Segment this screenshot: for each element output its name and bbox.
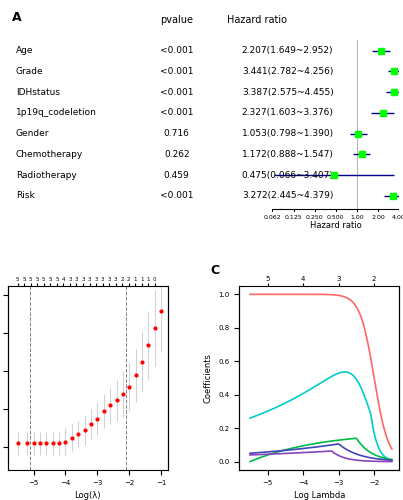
Text: pvalue: pvalue bbox=[160, 14, 193, 24]
Text: 0.125: 0.125 bbox=[285, 214, 303, 220]
Text: <0.001: <0.001 bbox=[160, 192, 193, 200]
Text: 0.459: 0.459 bbox=[164, 170, 189, 179]
Text: Risk: Risk bbox=[16, 192, 35, 200]
Text: Radiotherapy: Radiotherapy bbox=[16, 170, 77, 179]
Text: <0.001: <0.001 bbox=[160, 88, 193, 96]
Text: A: A bbox=[12, 11, 21, 24]
X-axis label: Log Lambda: Log Lambda bbox=[293, 492, 345, 500]
Text: 0.500: 0.500 bbox=[327, 214, 345, 220]
X-axis label: Log(λ): Log(λ) bbox=[75, 492, 101, 500]
Text: 1p19q_codeletion: 1p19q_codeletion bbox=[16, 108, 97, 118]
Text: Gender: Gender bbox=[16, 129, 49, 138]
Text: 0.250: 0.250 bbox=[306, 214, 324, 220]
Text: 0.475(0.066~3.407): 0.475(0.066~3.407) bbox=[242, 170, 334, 179]
Text: 2.327(1.603~3.376): 2.327(1.603~3.376) bbox=[242, 108, 334, 118]
Text: IDHstatus: IDHstatus bbox=[16, 88, 60, 96]
Text: 1.00: 1.00 bbox=[350, 214, 364, 220]
Text: Hazard ratio: Hazard ratio bbox=[227, 14, 287, 24]
Text: C: C bbox=[211, 264, 220, 277]
Text: 2.00: 2.00 bbox=[371, 214, 385, 220]
Text: 3.441(2.782~4.256): 3.441(2.782~4.256) bbox=[242, 67, 333, 76]
Text: 4.00: 4.00 bbox=[392, 214, 403, 220]
Text: <0.001: <0.001 bbox=[160, 46, 193, 55]
Text: Hazard ratio: Hazard ratio bbox=[310, 221, 361, 230]
Text: 1.172(0.888~1.547): 1.172(0.888~1.547) bbox=[242, 150, 334, 159]
Text: 0.716: 0.716 bbox=[164, 129, 190, 138]
Text: Chemotherapy: Chemotherapy bbox=[16, 150, 83, 159]
Text: Grade: Grade bbox=[16, 67, 44, 76]
Text: Age: Age bbox=[16, 46, 33, 55]
Text: 0.062: 0.062 bbox=[264, 214, 281, 220]
Y-axis label: Coefficients: Coefficients bbox=[204, 353, 213, 403]
Text: 3.387(2.575~4.455): 3.387(2.575~4.455) bbox=[242, 88, 334, 96]
Text: <0.001: <0.001 bbox=[160, 67, 193, 76]
Text: 2.207(1.649~2.952): 2.207(1.649~2.952) bbox=[242, 46, 333, 55]
Text: 1.053(0.798~1.390): 1.053(0.798~1.390) bbox=[242, 129, 334, 138]
Text: 3.272(2.445~4.379): 3.272(2.445~4.379) bbox=[242, 192, 333, 200]
Text: 0.262: 0.262 bbox=[164, 150, 189, 159]
Text: <0.001: <0.001 bbox=[160, 108, 193, 118]
